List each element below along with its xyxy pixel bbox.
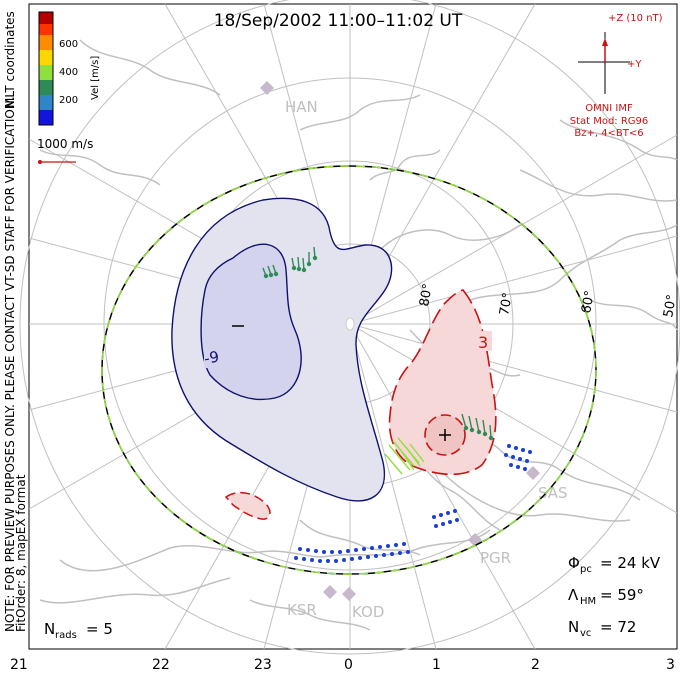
lat-label-50: 50° [661,293,680,318]
colorbar-tick-600: 600 [59,39,78,50]
stat-nrads-subscript: rads [55,630,77,641]
mlt-label-22: 22 [152,657,170,673]
station-marker-ksr [323,585,337,599]
pole-marker [345,317,355,331]
vector-group-dawn-teal [461,413,494,441]
colorbar-band-0 [39,110,53,125]
coastlines [39,39,678,631]
stat-nvc: N vc = 72 [568,618,636,639]
radar-station-markers [260,81,540,601]
preview-notice: NOTE: FOR PREVIEW PURPOSES ONLY. PLEASE … [3,96,17,632]
stat-nvc-subscript: vc [580,628,591,639]
stat-lambda-value: = 59° [600,586,644,604]
scale-vector: 1000 m/s [37,137,93,164]
low-velocity-vector-dots [294,444,532,563]
station-marker-han [260,81,274,95]
station-label-kod: KOD [352,603,384,621]
stat-phi-subscript: pc [580,564,592,575]
stat-nrads-symbol: N [44,620,55,638]
mlt-label-23: 23 [254,657,272,673]
mlt-axis: 21 22 23 0 1 2 3 [10,657,675,673]
scale-vector-label: 1000 m/s [37,137,93,151]
mlt-label-21: 21 [10,657,28,673]
colorbar-label: Vel [m/s] [90,56,101,100]
mlt-label-0: 0 [344,657,353,673]
fitorder-label: FitOrder: 8, mapEX format [14,474,28,632]
imf-z-label: +Z (10 nT) [608,13,663,24]
station-label-pgr: PGR [480,549,511,567]
colorbar-tick-400: 400 [59,67,78,78]
station-label-sas: SAS [538,484,568,502]
vector-group-north [262,246,318,279]
imf-dial: +Z (10 nT) +Y OMNI IMF Stat Mod: RG96 Bz… [570,13,663,139]
polar-map-panel: HAN SAS PGR KSR KOD 80° 70° 60° 50° -9 3 [19,0,680,655]
velocity-vectors [262,246,494,475]
stat-lambda-subscript: HM [580,596,596,607]
negative-cell-inner-contour [200,243,302,401]
imf-y-label: +Y [627,59,642,70]
positive-cell-maximum-marker [439,429,451,441]
negative-contour-value: -9 [203,348,221,368]
positive-contour-value: 3 [478,333,488,352]
station-label-ksr: KSR [287,601,317,619]
station-marker-kod [342,587,356,601]
stat-model-line2: Bz+, 4<BT<6 [574,128,643,139]
stat-nvc-value: = 72 [600,618,636,636]
map-title: 18/Sep/2002 11:00–11:02 UT [214,11,463,31]
stat-phi-symbol: Φ [568,554,580,572]
colorbar-band-1 [39,95,53,110]
positive-cell-outer-contour [388,289,497,476]
vector-group-dawn-green [384,437,425,475]
plot-frame [28,3,678,650]
stats-block: N rads = 5 Φ pc = 24 kV Λ HM = 59° N vc … [44,554,661,641]
mlt-label-2: 2 [531,657,540,673]
colorbar-tick-200: 200 [59,95,78,106]
colorbar-band-2 [39,80,53,95]
stat-nvc-symbol: N [568,618,579,636]
station-label-han: HAN [285,98,318,116]
lat-label-80: 80° [417,282,436,307]
velocity-colorbar: 200 400 600 Vel [m/s] [38,11,101,126]
imf-source: OMNI IMF [585,103,633,114]
stat-lambda-symbol: Λ [568,586,579,604]
colorbar-band-6 [39,24,53,35]
stat-phi-value: = 24 kV [600,554,661,572]
small-positive-patch [224,491,271,520]
station-marker-sas [526,466,540,480]
stat-phi: Φ pc = 24 kV [568,554,661,575]
lat-label-70: 70° [497,291,516,316]
lat-circle-50 [19,0,680,655]
stat-lambda: Λ HM = 59° [568,586,644,607]
hm-boundary-green [101,165,597,575]
colorbar-band-7 [39,12,53,24]
colorbar-band-4 [39,50,53,65]
colorbar-band-3 [39,65,53,80]
coordinate-system-label: MLT coordinates [3,11,17,108]
mlt-label-3: 3 [666,657,675,673]
stat-nrads-value: = 5 [86,620,113,638]
stat-model-line1: Stat Mod: RG96 [570,116,649,127]
mlt-label-1: 1 [432,657,441,673]
stat-nrads: N rads = 5 [44,620,113,641]
colorbar-band-5 [39,35,53,50]
